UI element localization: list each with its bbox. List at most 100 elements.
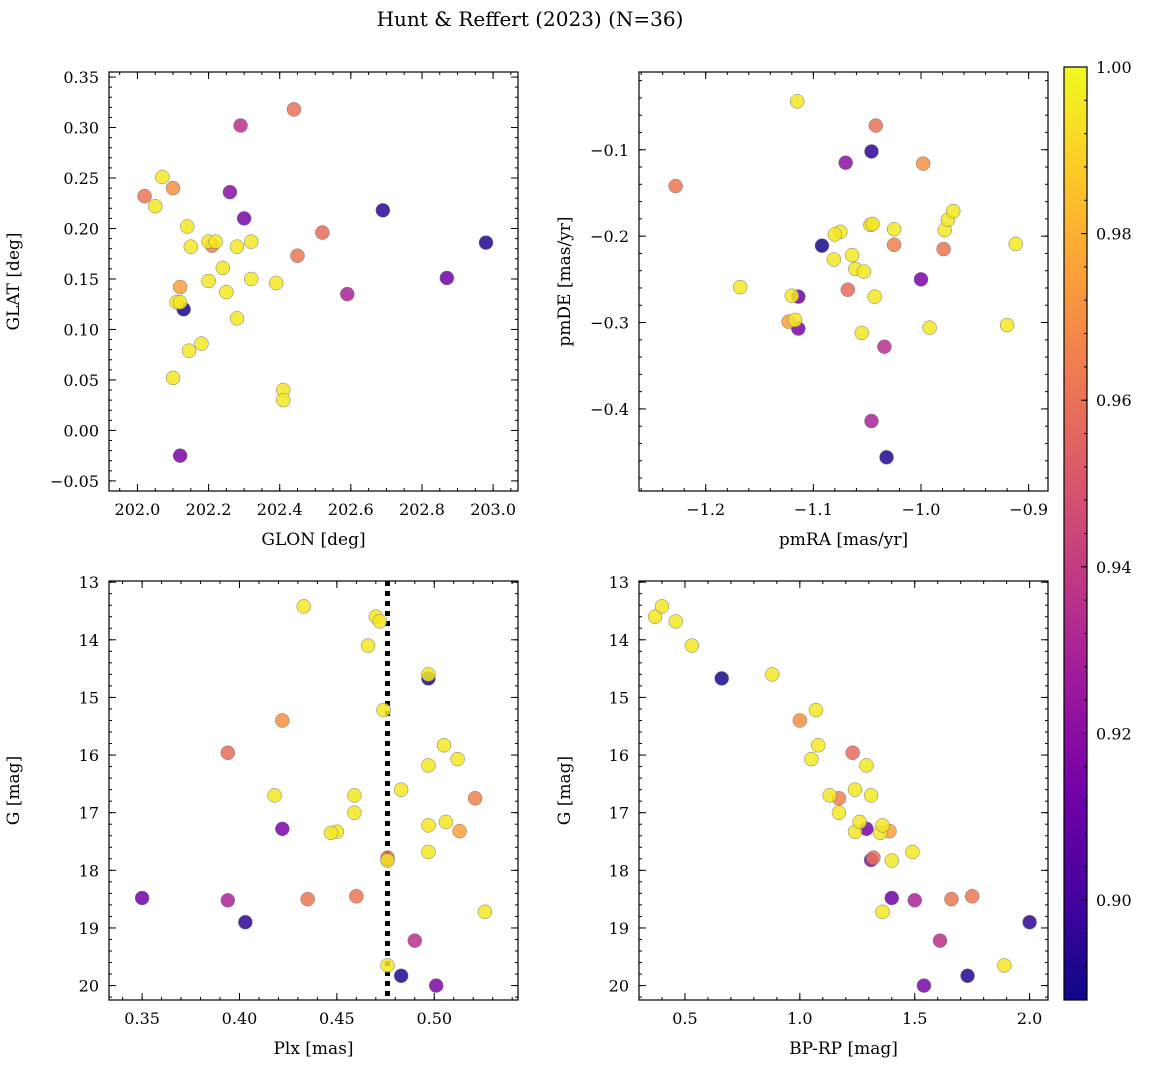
scatter-point	[879, 450, 894, 465]
scatter-point	[244, 234, 259, 249]
colorbar-tick-label: 0.96	[1096, 391, 1132, 410]
scatter-point	[222, 184, 238, 200]
y-tick-label: −0.3	[590, 314, 629, 333]
scatter-points	[134, 581, 493, 1000]
scatter-point	[854, 325, 870, 341]
scatter-point	[916, 978, 932, 993]
scatter-point	[275, 713, 290, 728]
scatter-point	[349, 889, 364, 904]
scatter-point	[219, 284, 234, 300]
scatter-point	[220, 745, 236, 760]
scatter-point	[467, 791, 483, 806]
scatter-point	[1022, 914, 1037, 930]
scatter-point	[859, 758, 874, 773]
scatter-point	[654, 599, 670, 614]
scatter-point	[275, 821, 290, 837]
scatter-point	[393, 782, 409, 797]
scatter-point	[276, 392, 291, 408]
y-tick-label: 15	[609, 688, 629, 707]
scatter-point	[438, 814, 454, 830]
scatter-point	[867, 289, 882, 304]
y-tick-label: 17	[609, 804, 629, 823]
scatter-point	[194, 336, 209, 351]
y-tick-label: 18	[609, 861, 629, 880]
x-tick-label: 2.0	[1017, 1009, 1042, 1028]
panel-pmra-pmde: −1.2 −1.1 −1.0 −0.9 −0.4 −0.3 −0.2 −0.1 pmRA [ma…	[555, 71, 1049, 550]
scatter-point	[884, 853, 900, 868]
scatter-point	[944, 891, 959, 907]
scatter-point	[804, 751, 819, 767]
scatter-point	[875, 818, 890, 833]
scatter-point	[183, 239, 199, 254]
scatter-points	[668, 94, 1023, 465]
scatter-point	[714, 671, 729, 686]
scatter-point	[822, 788, 837, 803]
scatter-point	[375, 203, 391, 218]
scatter-point	[684, 638, 700, 653]
scatter-point	[647, 609, 663, 624]
scatter-point	[960, 968, 975, 984]
scatter-point	[852, 814, 867, 830]
scatter-point	[172, 448, 188, 463]
scatter-point	[907, 893, 922, 908]
scatter-point	[421, 667, 436, 682]
y-tick-label: 19	[79, 919, 99, 938]
y-tick-label: 13	[79, 573, 99, 592]
scatter-point	[814, 238, 830, 253]
y-tick-label: −0.2	[590, 227, 629, 246]
scatter-points	[647, 599, 1037, 993]
y-tick-label: 0.00	[63, 421, 99, 440]
axes-frame	[108, 580, 519, 1001]
scatter-point	[315, 225, 330, 240]
x-axis-label: BP-RP [mag]	[789, 1039, 898, 1059]
scatter-point	[863, 788, 879, 803]
y-tick-label: 17	[79, 804, 99, 823]
y-tick-label: 16	[609, 746, 629, 765]
scatter-point	[155, 169, 170, 185]
scatter-point	[137, 188, 152, 204]
scatter-point	[668, 178, 683, 194]
panel-glon-glat: 202.0 202.2 202.4 202.6 202.8 203.0 −0.05 0.00 0…	[4, 68, 519, 550]
figure-title: Hunt & Reffert (2023) (N=36)	[377, 7, 684, 31]
scatter-point	[936, 241, 951, 257]
scatter-point	[922, 320, 937, 335]
scatter-point	[868, 118, 884, 133]
scatter-point	[244, 271, 259, 287]
x-tick-label: 202.4	[257, 500, 303, 519]
scatter-point	[208, 234, 223, 249]
scatter-point	[229, 311, 245, 326]
scatter-point	[845, 745, 860, 760]
scatter-point	[428, 978, 444, 993]
x-tick-label: −0.9	[1009, 500, 1048, 519]
scatter-point	[913, 272, 929, 287]
scatter-point	[1008, 236, 1023, 252]
scatter-point	[233, 118, 248, 133]
scatter-point	[421, 758, 436, 773]
axes-frame	[638, 71, 1049, 492]
y-tick-label: 16	[79, 746, 99, 765]
scatter-point	[840, 282, 856, 297]
scatter-point	[268, 275, 284, 291]
x-tick-label: −1.1	[794, 500, 833, 519]
scatter-point	[886, 237, 902, 253]
scatter-point	[964, 889, 980, 904]
scatter-point	[165, 180, 181, 196]
y-axis-label: G [mag]	[4, 756, 24, 825]
scatter-point	[792, 713, 808, 728]
colorbar-gradient	[1064, 67, 1087, 1000]
y-tick-label: 0.35	[63, 68, 99, 87]
scatter-point	[915, 156, 931, 171]
scatter-point	[421, 818, 436, 833]
x-tick-label: 0.45	[319, 1009, 355, 1028]
scatter-point	[421, 844, 436, 860]
scatter-point	[450, 751, 465, 767]
scatter-point	[439, 270, 455, 286]
y-tick-label: 14	[79, 631, 99, 650]
scatter-point	[296, 599, 312, 614]
scatter-point	[340, 286, 355, 302]
x-axis-label: pmRA [mas/yr]	[779, 530, 908, 550]
y-tick-label: −0.4	[590, 400, 629, 419]
y-tick-label: 14	[609, 631, 629, 650]
colorbar: 0.90 0.92 0.94 0.96 0.98 1.00	[1063, 58, 1132, 1001]
